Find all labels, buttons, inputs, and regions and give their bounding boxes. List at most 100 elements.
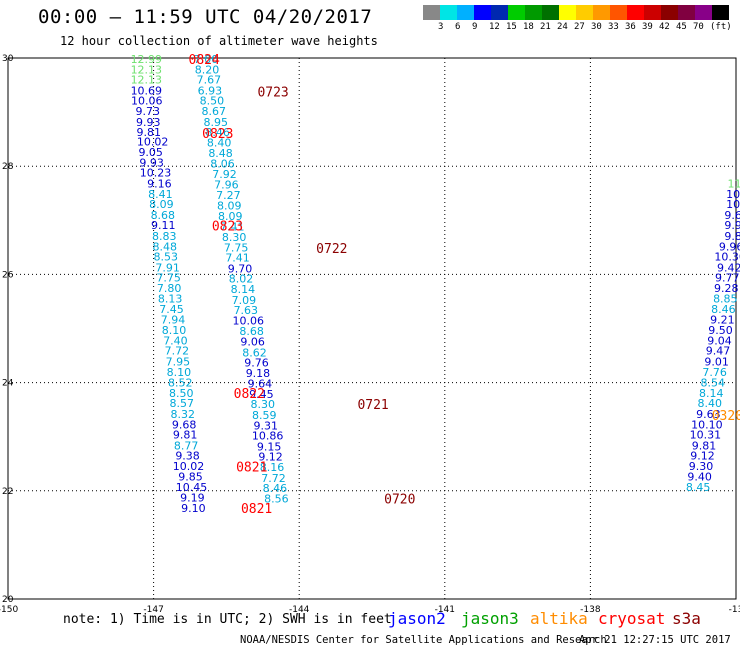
wave-height-value: 8.50 [169, 387, 194, 400]
pass-time-label: 0721 [357, 398, 388, 413]
wave-height-value: 8.83 [152, 230, 177, 243]
wave-height-value: 9.81 [692, 439, 717, 452]
wave-height-value: 8.10 [167, 366, 192, 379]
scale-swatch [712, 5, 729, 20]
scale-label: (ft) [710, 22, 732, 32]
scale-swatch [644, 5, 661, 20]
scale-swatch [559, 5, 576, 20]
scale-swatch [678, 5, 695, 20]
wave-height-value: 8.68 [151, 209, 176, 222]
wave-height-value: 8.30 [251, 398, 276, 411]
wave-height-value: 8.45 [686, 481, 711, 494]
y-tick-label: 26 [2, 270, 14, 280]
footer-note: note: 1) Time is in UTC; 2) SWH is in fe… [63, 612, 392, 627]
x-tick-label: -147 [143, 605, 163, 615]
pass-time-label: 0821 [236, 460, 267, 475]
wave-height-value: 8.57 [169, 397, 194, 410]
wave-height-value: 9.28 [714, 282, 739, 295]
wave-height-value: 10 [726, 188, 740, 201]
generation-timestamp: Apr 21 12:27:15 UTC 2017 [579, 634, 731, 646]
scale-swatch [423, 5, 440, 20]
wave-height-value: 9.81 [136, 126, 161, 139]
pass-time-label: 0720 [384, 492, 415, 507]
scale-label: 12 [489, 22, 500, 32]
wave-height-value: 7.76 [702, 366, 727, 379]
wave-height-value: 7.45 [159, 303, 184, 316]
wave-height-value: 8.16 [260, 461, 285, 474]
wave-height-value: 9.47 [706, 345, 731, 358]
wave-height-value: 8.14 [699, 387, 724, 400]
scale-swatch [542, 5, 559, 20]
credit-line: NOAA/NESDIS Center for Satellite Applica… [240, 634, 607, 646]
y-tick-label: 30 [2, 54, 14, 64]
scale-swatch [695, 5, 712, 20]
wave-height-value: 9.70 [228, 262, 253, 275]
scale-swatch [440, 5, 457, 20]
wave-height-value: 7.92 [212, 168, 237, 181]
scale-swatch [627, 5, 644, 20]
wave-height-value: 7.72 [261, 472, 286, 485]
wave-height-value: 7.27 [216, 189, 241, 202]
scale-swatch [576, 5, 593, 20]
wave-height-value: 7.75 [224, 241, 249, 254]
wave-height-value: 9.93 [139, 156, 164, 169]
wave-height-value: 8.52 [168, 377, 193, 390]
wave-height-value: 7.96 [214, 179, 239, 192]
wave-height-value: 8.46 [263, 482, 288, 495]
wave-height-value: 8.06 [210, 157, 235, 170]
wave-height-value: 8.62 [242, 346, 267, 359]
color-scale-bar [423, 5, 729, 20]
y-tick-label: 22 [2, 487, 13, 497]
wave-height-value: 7.95 [166, 356, 191, 369]
wave-height-value: 9.63 [696, 408, 721, 421]
pass-time-label: 0320 [712, 409, 740, 424]
wave-height-value: 9.30 [689, 460, 714, 473]
legend-item-jason2: jason2 [388, 609, 446, 628]
wave-height-value: 8.10 [162, 324, 187, 337]
wave-height-value: 9.38 [175, 450, 200, 463]
wave-height-value: 9.93 [136, 116, 161, 129]
wave-height-value: 10 [726, 198, 740, 211]
scale-swatch [491, 5, 508, 20]
wave-height-value: 9.77 [715, 272, 740, 285]
scale-label: 70 [693, 22, 704, 32]
scale-label: 18 [523, 22, 534, 32]
wave-height-value: 8.46 [711, 303, 736, 316]
wave-height-value: 9.15 [257, 440, 282, 453]
x-tick-label: -13 [729, 605, 740, 615]
pass-time-label: 0823 [202, 127, 233, 142]
wave-height-value: 10.31 [690, 429, 722, 442]
y-tick-label: 20 [2, 595, 14, 605]
wave-height-value: 9.21 [710, 313, 735, 326]
scale-label: 42 [659, 22, 670, 32]
wave-height-value: 10.69 [131, 84, 163, 97]
scale-label: 36 [625, 22, 636, 32]
wave-height-value: 9.01 [704, 356, 729, 369]
wave-height-value: 12.13 [131, 74, 163, 87]
wave-height-value: 9.18 [246, 367, 271, 380]
y-tick-label: 24 [2, 379, 14, 389]
wave-height-value: 8.53 [153, 251, 178, 264]
wave-height-value: 9.12 [258, 451, 283, 464]
wave-height-value: 8.85 [713, 293, 738, 306]
wave-height-value: 9.6 [724, 209, 740, 222]
wave-height-value: 7.09 [232, 294, 257, 307]
wave-height-value: 9.12 [690, 450, 715, 463]
wave-height-value: 7.75 [156, 272, 181, 285]
wave-height-value: 9.19 [180, 491, 205, 504]
wave-height-value: 9.11 [151, 219, 176, 232]
wave-height-value: 8.13 [158, 293, 183, 306]
wave-height-value: 9.68 [172, 418, 197, 431]
wave-height-value: 9.31 [253, 419, 278, 432]
pass-time-label: 0824 [189, 53, 220, 68]
pass-time-labels: 0824 0723 0823 0823 0722 0822 0721 0821 0821 0720… [189, 53, 740, 517]
y-tick-label: 28 [2, 162, 14, 172]
map-title: 00:00 – 11:59 UTC 04/20/2017 [38, 6, 373, 28]
wave-height-value: 7.40 [163, 334, 188, 347]
wave-height-value: 9.85 [178, 471, 203, 484]
wave-height-value: 8.46 [205, 126, 230, 139]
legend-item-altika: altika [530, 609, 588, 628]
wave-height-value: 9.9 [724, 219, 740, 232]
wave-height-value: 10.23 [140, 167, 172, 180]
wave-height-value: 8.56 [264, 492, 289, 505]
